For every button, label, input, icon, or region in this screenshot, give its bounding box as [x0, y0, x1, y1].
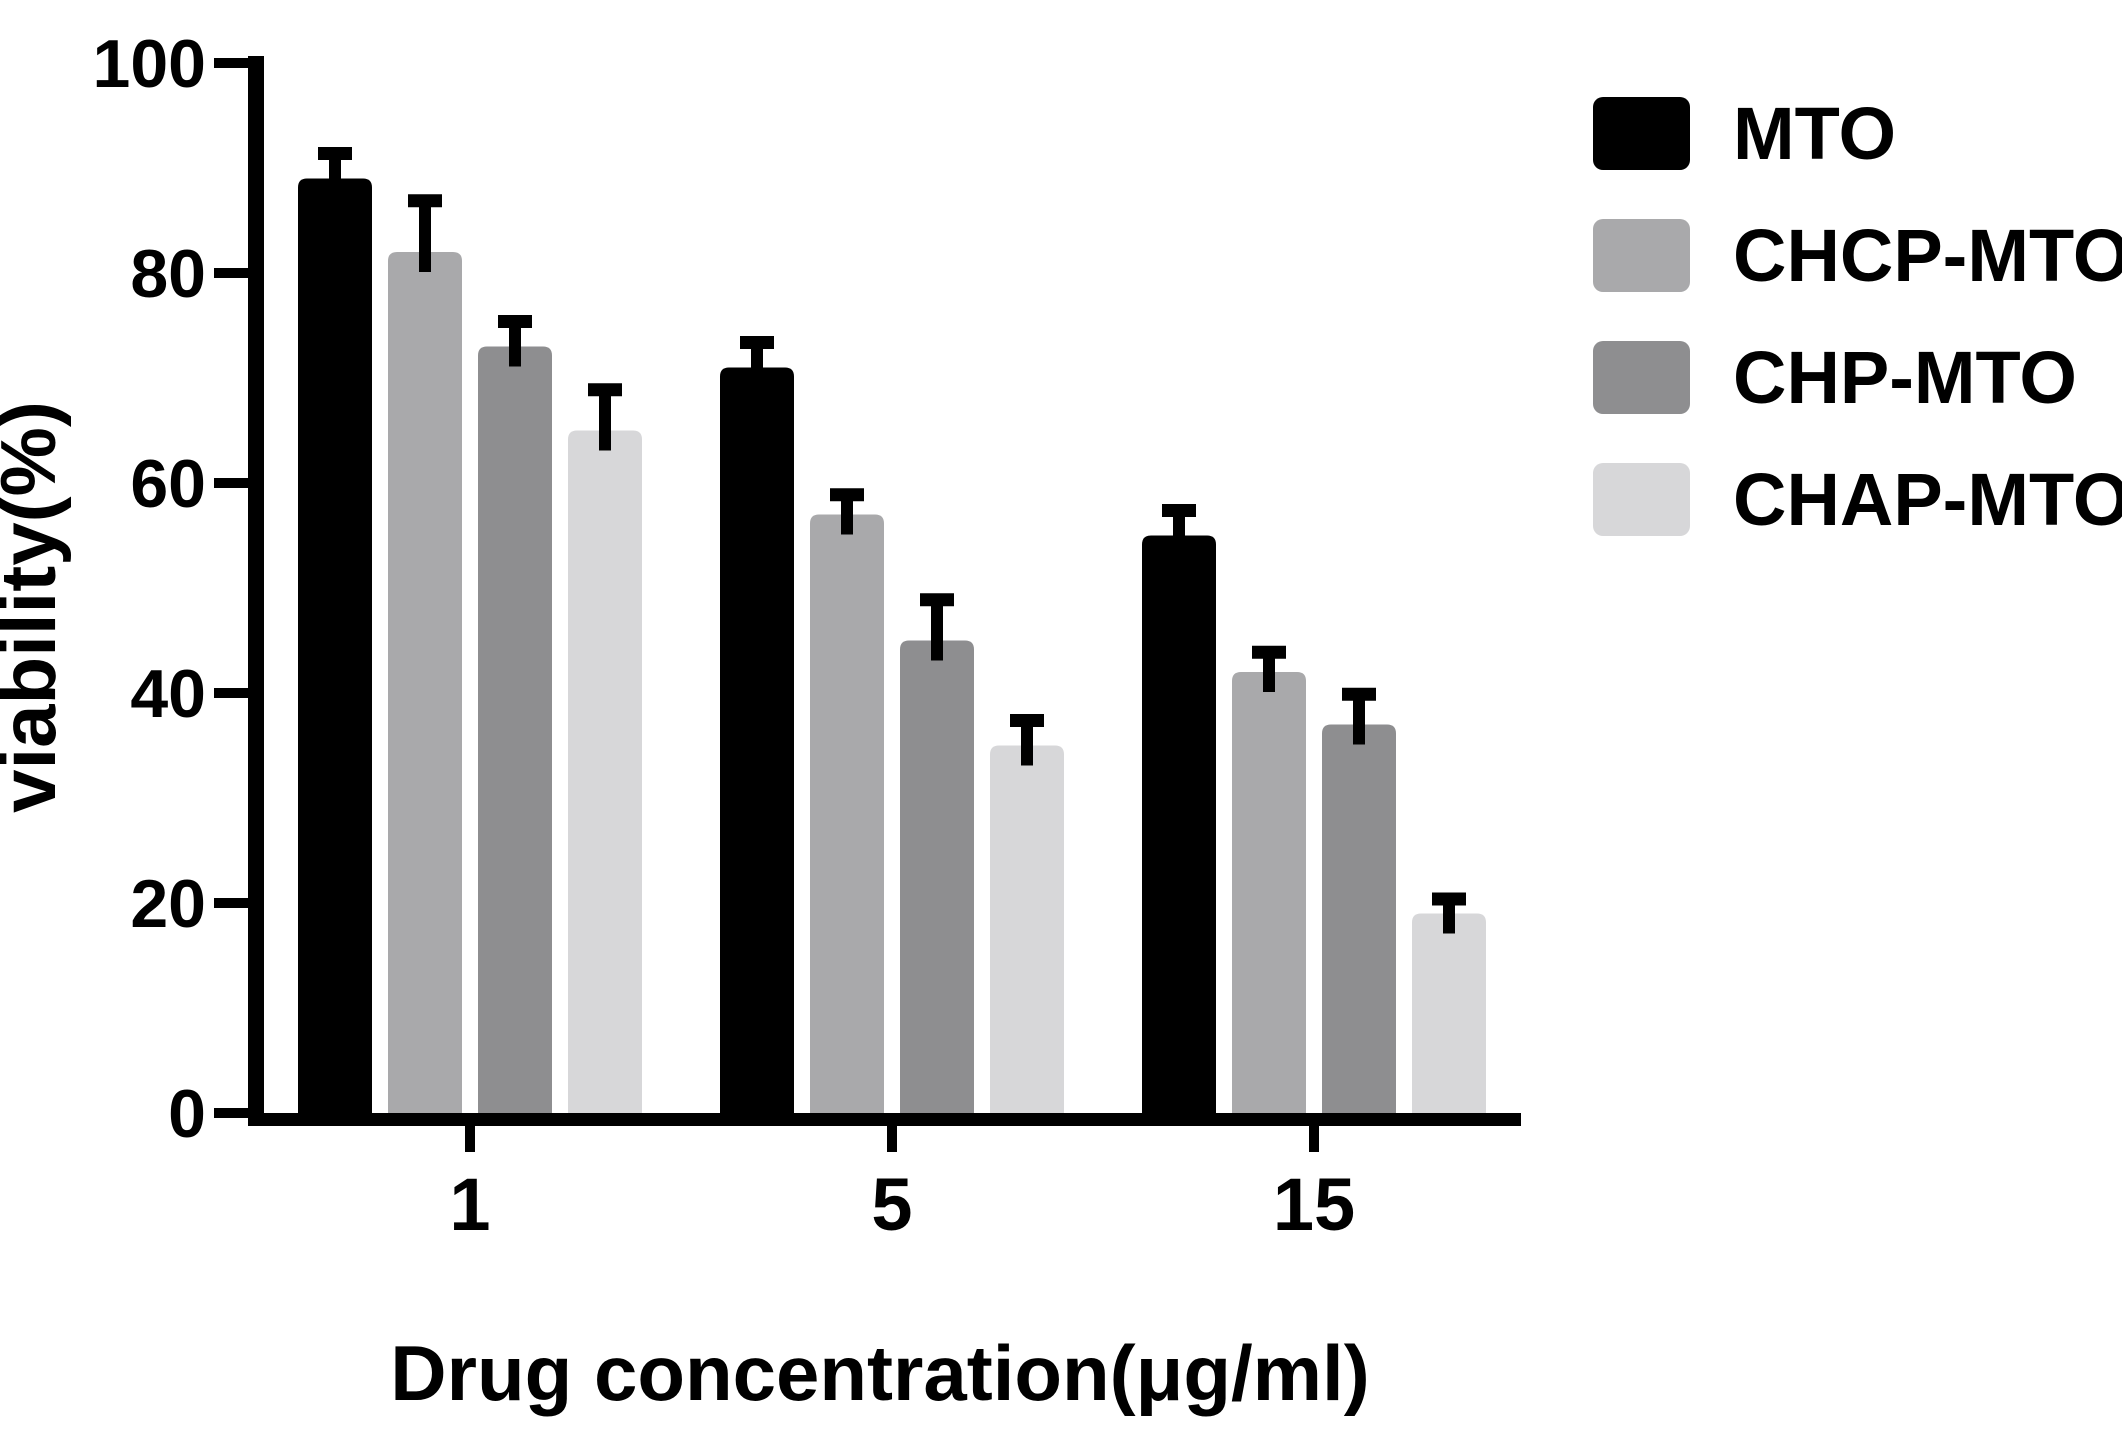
bar-CHP-MTO-1 — [478, 346, 552, 1120]
legend-label-CHP-MTO: CHP-MTO — [1733, 336, 2077, 419]
error-bar-cap-CHAP-MTO-15 — [1432, 892, 1466, 906]
error-bar-cap-CHAP-MTO-5 — [1010, 714, 1044, 727]
legend-label-CHAP-MTO: CHAP-MTO — [1733, 458, 2122, 541]
error-bar-stem-MTO-5 — [751, 344, 763, 388]
legend-swatch-MTO — [1593, 97, 1690, 170]
error-bar-cap-CHCP-MTO-5 — [830, 488, 864, 502]
x-tick-label-1: 1 — [449, 1163, 490, 1246]
legend-swatch-CHAP-MTO — [1593, 463, 1690, 536]
error-bar-cap-MTO-5 — [740, 336, 774, 349]
y-tick-40 — [214, 688, 248, 698]
y-tick-100 — [214, 58, 248, 68]
x-tick-1 — [465, 1126, 475, 1152]
bar-CHAP-MTO-15 — [1412, 913, 1486, 1120]
y-tick-label-20: 20 — [130, 866, 206, 942]
error-bar-cap-CHP-MTO-15 — [1342, 687, 1376, 701]
x-axis-line — [248, 1113, 1521, 1126]
y-tick-80 — [214, 268, 248, 278]
bar-CHP-MTO-5 — [900, 640, 974, 1120]
error-bar-stem-CHCP-MTO-1 — [419, 202, 431, 272]
y-axis-title: viability(%) — [0, 401, 72, 813]
y-tick-60 — [214, 478, 248, 488]
x-tick-15 — [1309, 1126, 1319, 1152]
legend-label-CHCP-MTO: CHCP-MTO — [1733, 214, 2122, 297]
bar-CHCP-MTO-15 — [1232, 672, 1306, 1120]
x-tick-label-5: 5 — [871, 1163, 912, 1246]
error-bar-cap-MTO-1 — [318, 147, 352, 160]
error-bar-cap-CHCP-MTO-15 — [1252, 645, 1286, 659]
y-axis-line — [248, 56, 264, 1126]
error-bar-cap-CHCP-MTO-1 — [408, 194, 442, 208]
bar-CHAP-MTO-5 — [990, 745, 1064, 1120]
bar-CHCP-MTO-1 — [388, 252, 462, 1120]
y-tick-label-100: 100 — [93, 26, 206, 102]
error-bar-stem-CHAP-MTO-15 — [1443, 900, 1455, 934]
y-tick-label-40: 40 — [130, 656, 206, 732]
error-bar-stem-MTO-1 — [329, 155, 341, 199]
bars-layer — [298, 147, 1486, 1120]
error-bar-stem-CHP-MTO-15 — [1353, 695, 1365, 745]
error-bar-stem-MTO-15 — [1173, 512, 1185, 556]
y-tick-20 — [214, 898, 248, 908]
error-bar-stem-CHCP-MTO-15 — [1263, 653, 1275, 692]
error-bar-stem-CHCP-MTO-5 — [841, 496, 853, 535]
y-tick-0 — [214, 1108, 248, 1118]
error-bar-stem-CHAP-MTO-5 — [1021, 722, 1033, 766]
x-tick-5 — [887, 1126, 897, 1152]
legend-swatch-CHP-MTO — [1593, 341, 1690, 414]
bar-MTO-1 — [298, 178, 372, 1120]
legend-swatch-CHCP-MTO — [1593, 219, 1690, 292]
bar-CHP-MTO-15 — [1322, 724, 1396, 1120]
error-bar-cap-CHAP-MTO-1 — [588, 383, 622, 397]
y-tick-label-60: 60 — [130, 446, 206, 522]
x-tick-label-15: 15 — [1273, 1163, 1355, 1246]
error-bar-cap-CHP-MTO-5 — [920, 593, 954, 607]
x-axis-title: Drug concentration(μg/ml) — [390, 1329, 1369, 1417]
error-bar-cap-MTO-15 — [1162, 504, 1196, 517]
bar-CHAP-MTO-1 — [568, 430, 642, 1120]
bar-CHCP-MTO-5 — [810, 514, 884, 1120]
bar-MTO-5 — [720, 367, 794, 1120]
error-bar-stem-CHAP-MTO-1 — [599, 391, 611, 451]
error-bar-stem-CHP-MTO-1 — [509, 323, 521, 367]
y-tick-label-80: 80 — [130, 236, 206, 312]
legend-label-MTO: MTO — [1733, 92, 1896, 175]
error-bar-cap-CHP-MTO-1 — [498, 315, 532, 328]
bar-MTO-15 — [1142, 535, 1216, 1120]
y-tick-label-0: 0 — [168, 1076, 206, 1152]
error-bar-stem-CHP-MTO-5 — [931, 601, 943, 661]
legend: MTO CHCP-MTO CHP-MTO CHAP-MTO — [1593, 92, 2122, 541]
